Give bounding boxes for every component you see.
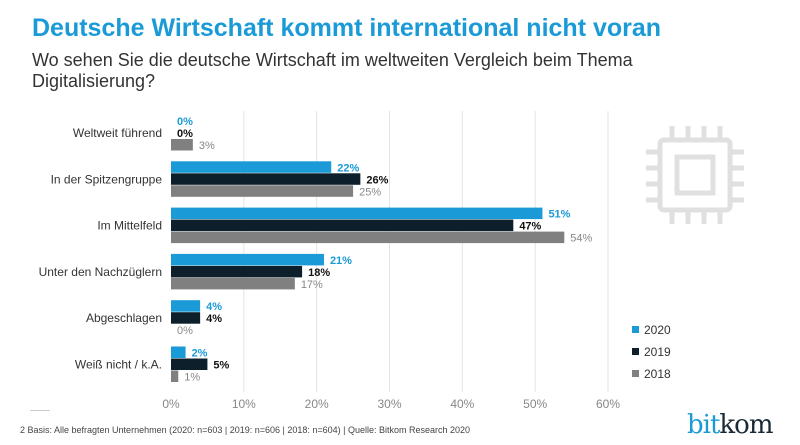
bitkom-logo: bitkom xyxy=(687,410,773,440)
bar-2019 xyxy=(171,173,361,185)
x-tick-label: 40% xyxy=(450,397,474,411)
data-label-2020: 0% xyxy=(177,116,193,128)
bar-2020 xyxy=(171,253,324,266)
footnote: 2 Basis: Alle befragten Unternehmen (202… xyxy=(20,425,471,435)
data-label-2018: 3% xyxy=(199,140,215,152)
data-label-2018: 25% xyxy=(359,186,381,198)
x-tick-label: 30% xyxy=(377,397,401,411)
category-label: Weltweit führend xyxy=(73,126,162,140)
data-label-2020: 51% xyxy=(548,209,570,221)
divider xyxy=(30,410,50,411)
category-label: In der Spitzengruppe xyxy=(51,172,163,186)
bar-2020 xyxy=(171,207,543,220)
bar-2018 xyxy=(171,370,179,382)
data-label-2019: 0% xyxy=(177,128,193,140)
category-label: Abgeschlagen xyxy=(86,311,162,325)
data-label-2018: 17% xyxy=(301,279,323,291)
data-label-2020: 21% xyxy=(330,255,352,267)
legend-label: 2018 xyxy=(644,367,671,381)
chart-title: Deutsche Wirtschaft kommt international … xyxy=(32,14,662,42)
bar-2018 xyxy=(171,139,193,151)
legend-swatch-2019 xyxy=(632,348,639,355)
x-tick-label: 50% xyxy=(523,397,547,411)
data-label-2019: 26% xyxy=(366,174,388,186)
bar-2020 xyxy=(171,161,332,173)
bar-2019 xyxy=(171,358,208,370)
bar-2020 xyxy=(171,300,201,312)
x-tick-label: 60% xyxy=(596,397,620,411)
legend-swatch-2018 xyxy=(632,370,639,377)
data-label-2018: 54% xyxy=(570,233,592,245)
bar-2020 xyxy=(171,346,186,358)
data-label-2020: 2% xyxy=(192,348,208,360)
data-label-2019: 18% xyxy=(308,267,330,279)
legend-label: 2019 xyxy=(644,345,671,359)
x-tick-label: 20% xyxy=(305,397,329,411)
bar-2018 xyxy=(171,185,354,197)
legend-label: 2020 xyxy=(644,323,671,337)
data-label-2020: 22% xyxy=(337,162,359,174)
x-tick-label: 0% xyxy=(162,397,180,411)
category-label: Unter den Nachzüglern xyxy=(39,265,162,279)
category-label: Im Mittelfeld xyxy=(97,219,162,233)
data-label-2019: 4% xyxy=(206,313,222,325)
x-tick-label: 10% xyxy=(232,397,256,411)
data-label-2019: 5% xyxy=(213,360,229,372)
legend-swatch-2020 xyxy=(632,326,639,333)
microchip-icon xyxy=(646,126,744,224)
data-label-2018: 0% xyxy=(177,325,193,337)
bar-2019 xyxy=(171,219,514,232)
bar-2019 xyxy=(171,265,303,278)
category-label: Weiß nicht / k.A. xyxy=(75,358,162,372)
chart-subtitle: Wo sehen Sie die deutsche Wirtschaft im … xyxy=(32,50,633,91)
bar-2018 xyxy=(171,231,565,244)
bar-2019 xyxy=(171,312,201,324)
data-label-2018: 1% xyxy=(184,372,200,384)
data-label-2019: 47% xyxy=(519,221,541,233)
bar-2018 xyxy=(171,277,295,290)
data-label-2020: 4% xyxy=(206,301,222,313)
